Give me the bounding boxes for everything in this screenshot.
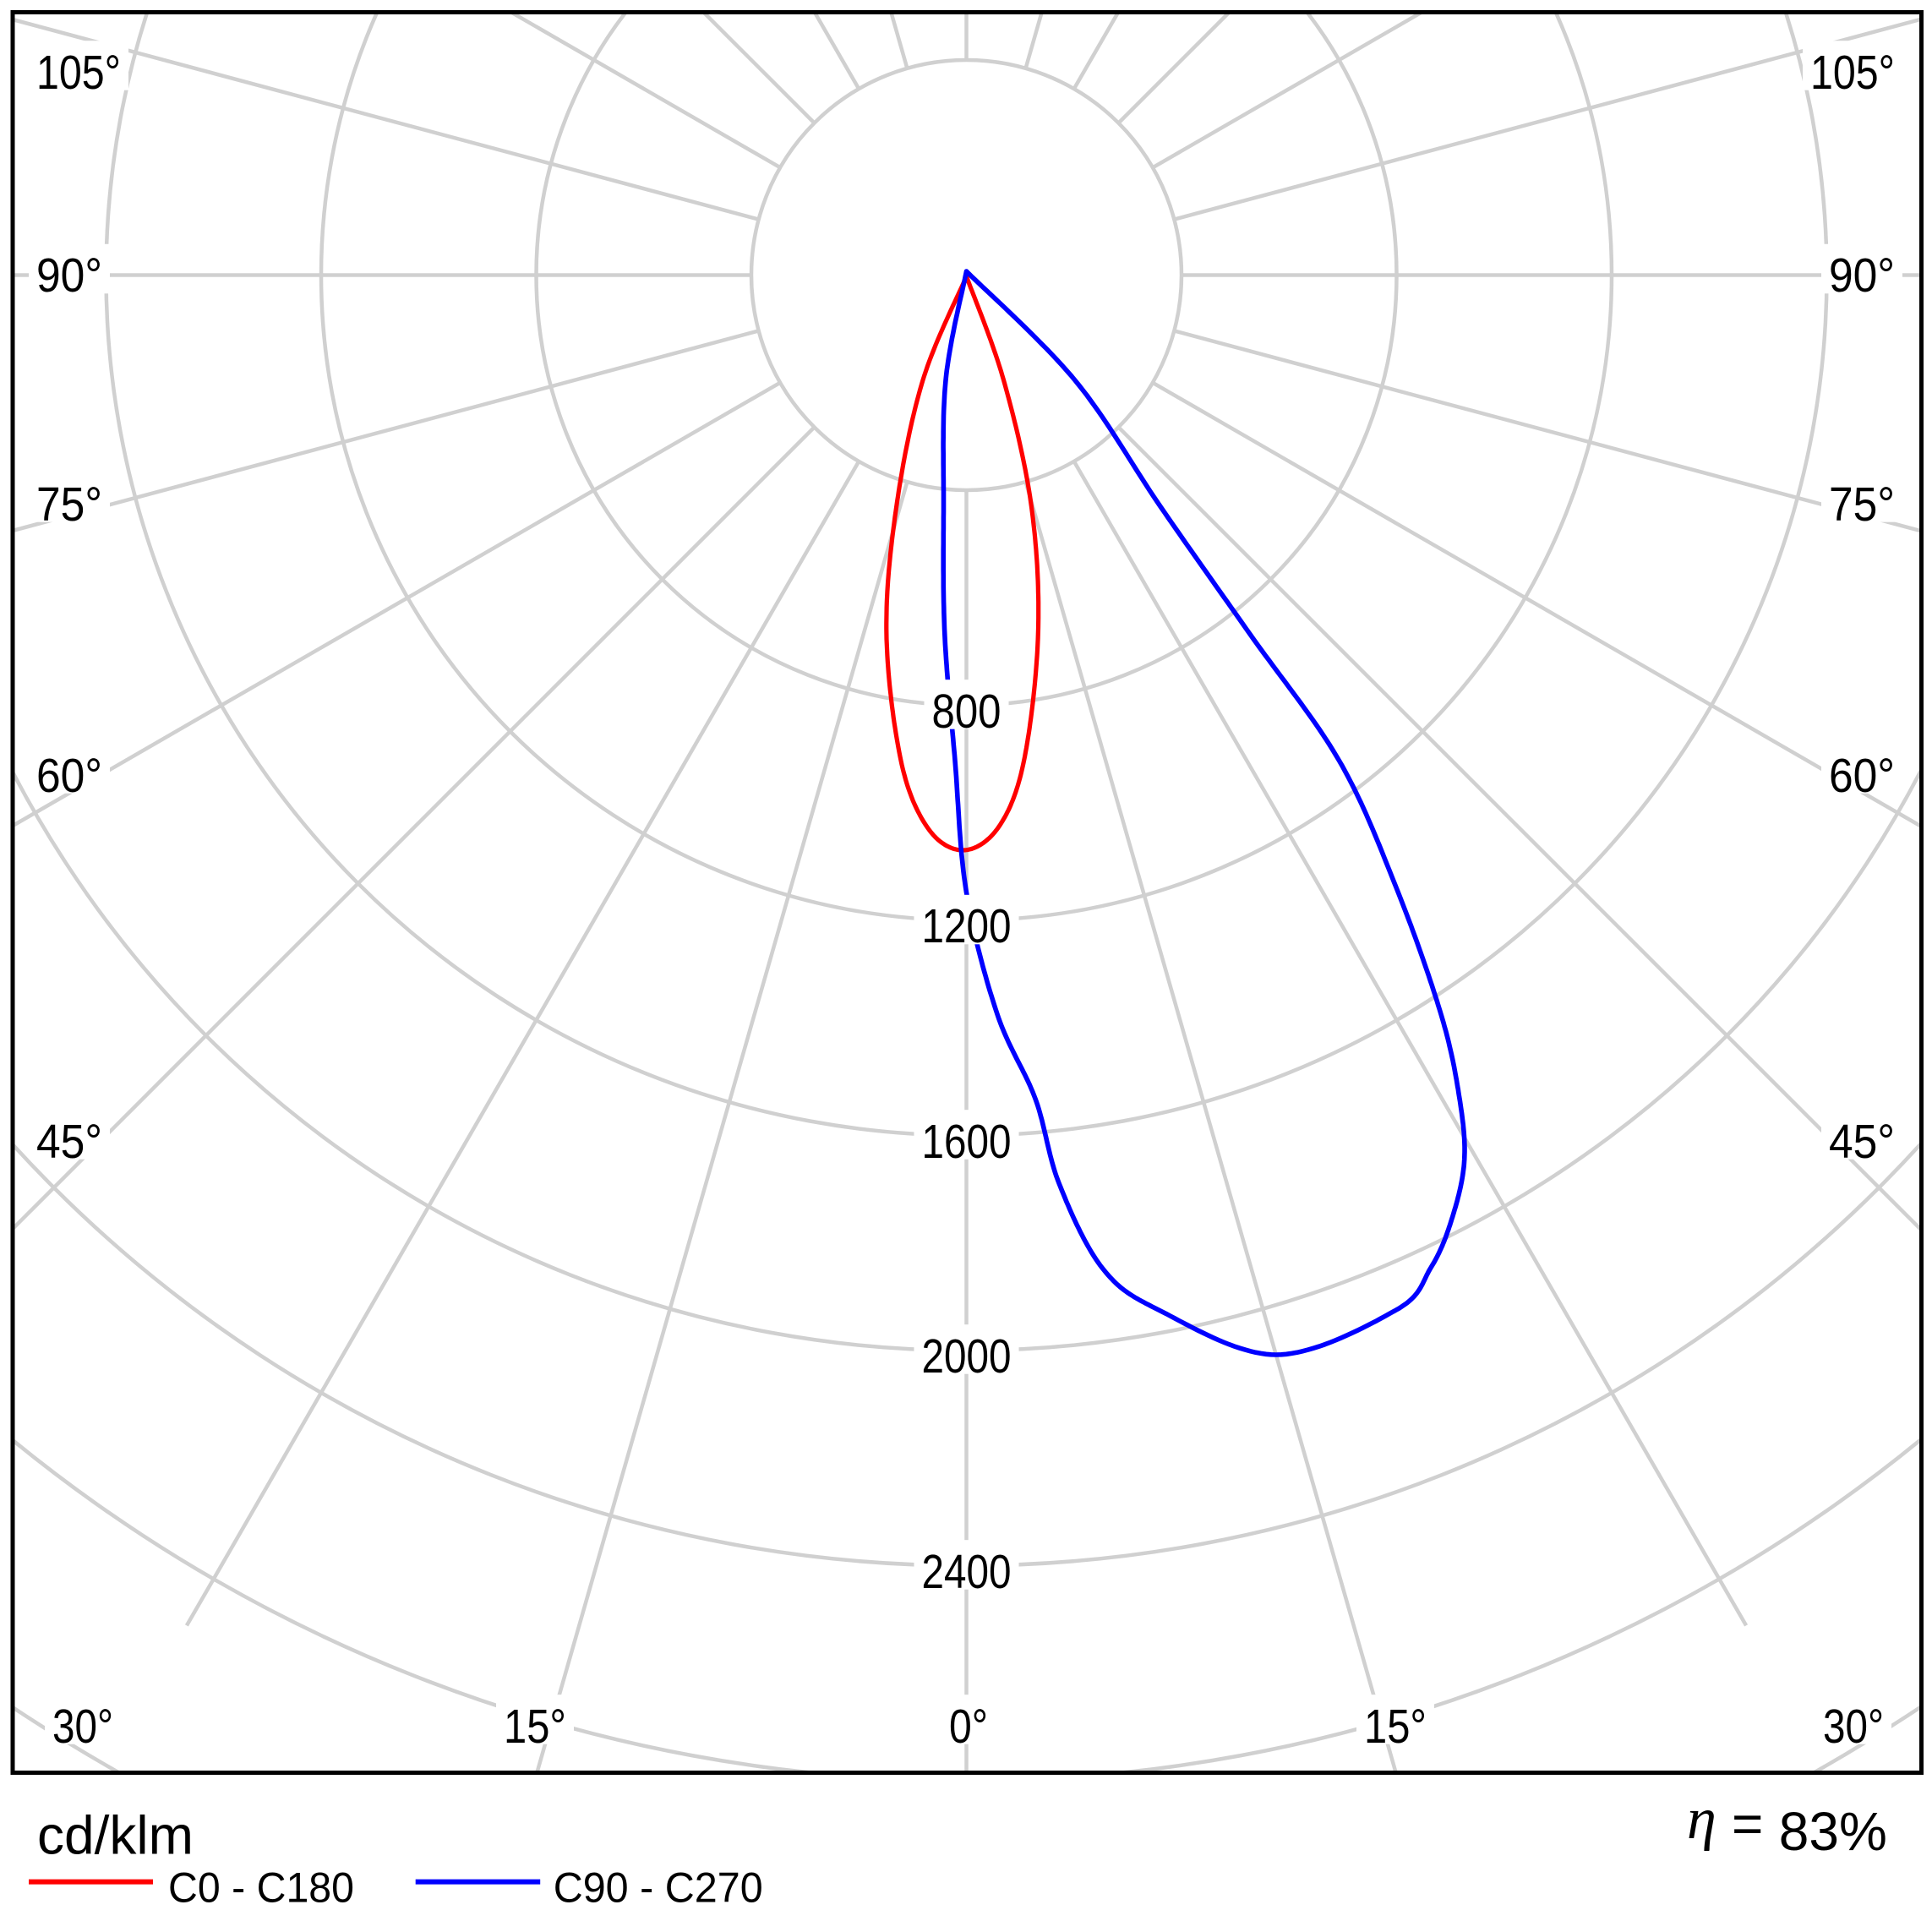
svg-text:1600: 1600 [922,1115,1012,1169]
svg-text:90°: 90° [36,248,102,303]
svg-text:105°: 105° [36,46,121,100]
svg-text:60°: 60° [36,749,102,803]
svg-text:=: = [1732,1793,1763,1854]
svg-text:75°: 75° [1829,478,1895,532]
svg-text:105°: 105° [1810,46,1895,100]
svg-text:83%: 83% [1779,1801,1887,1862]
svg-text:45°: 45° [1829,1115,1895,1169]
svg-text:2400: 2400 [922,1545,1012,1599]
svg-text:2000: 2000 [922,1329,1012,1384]
svg-text:15°: 15° [504,1700,566,1754]
svg-text:η: η [1687,1787,1716,1852]
svg-text:30°: 30° [52,1700,113,1754]
svg-text:C0 - C180: C0 - C180 [168,1864,354,1911]
svg-text:0°: 0° [949,1700,988,1754]
svg-text:cd/klm: cd/klm [37,1805,194,1866]
svg-text:75°: 75° [36,478,102,532]
svg-text:800: 800 [932,685,1001,739]
svg-text:90°: 90° [1829,248,1895,303]
svg-text:45°: 45° [36,1115,102,1169]
svg-text:60°: 60° [1829,749,1895,803]
svg-text:1200: 1200 [922,899,1012,953]
svg-text:15°: 15° [1364,1700,1427,1754]
svg-text:30°: 30° [1823,1700,1884,1754]
svg-text:C90 - C270: C90 - C270 [554,1864,763,1911]
